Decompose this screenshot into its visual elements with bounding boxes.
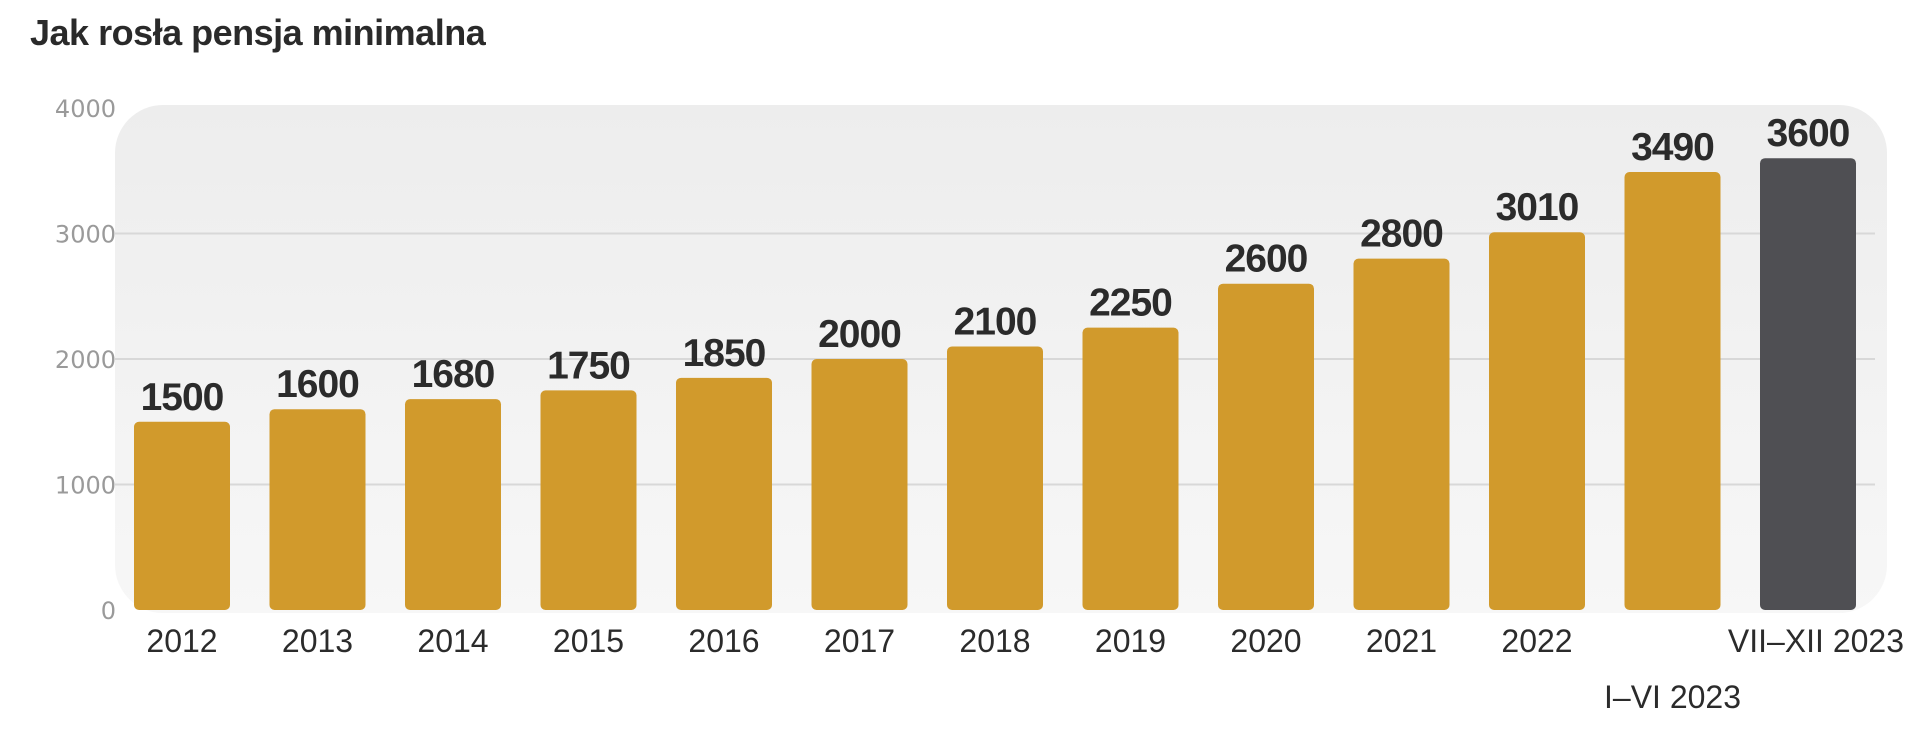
- bar: [1082, 327, 1179, 610]
- bar: [1624, 172, 1721, 610]
- x-tick-label: 2021: [1366, 623, 1437, 659]
- data-label: 3010: [1496, 186, 1579, 229]
- data-label: 2100: [954, 300, 1037, 343]
- x-tick-label: VII–XII 2023: [1728, 623, 1904, 659]
- y-tick-label: 4000: [55, 95, 116, 123]
- x-tick-label: 2018: [959, 623, 1030, 659]
- x-tick-label: 2016: [688, 623, 759, 659]
- x-tick-label: 2015: [553, 623, 624, 659]
- y-tick-label: 2000: [55, 346, 116, 374]
- y-tick-label: 0: [101, 597, 116, 625]
- y-tick-label: 3000: [55, 221, 116, 249]
- x-tick-label: 2017: [824, 623, 895, 659]
- bar: [540, 390, 637, 610]
- x-tick-label: 2013: [282, 623, 353, 659]
- bar: [1760, 158, 1856, 610]
- bar: [405, 399, 501, 610]
- x-tick-label: 2020: [1230, 623, 1301, 659]
- bar: [269, 409, 366, 610]
- chart-title: Jak rosła pensja minimalna: [30, 12, 486, 53]
- bar: [811, 359, 908, 610]
- data-label: 2800: [1360, 213, 1443, 256]
- x-tick-label: 2022: [1501, 623, 1572, 659]
- bars: [134, 158, 1856, 610]
- data-label: 2000: [818, 313, 901, 356]
- data-label: 1850: [683, 332, 766, 375]
- bar: [1353, 258, 1450, 610]
- x-tick-label: 2012: [146, 623, 217, 659]
- x-tick-label: 2014: [417, 623, 488, 659]
- data-label: 2250: [1089, 282, 1172, 325]
- data-label: 2600: [1225, 238, 1308, 281]
- data-label: 1680: [412, 353, 495, 396]
- x-tick-label: 2019: [1095, 623, 1166, 659]
- bar: [947, 346, 1043, 610]
- data-label: 1750: [547, 344, 630, 387]
- bar: [676, 377, 772, 610]
- bar: [134, 421, 230, 610]
- x-axis: 2012 2013 2014 2015 2016 2017 2018 2019 2020 2021…: [146, 623, 1904, 715]
- data-label: 3600: [1767, 112, 1850, 155]
- data-labels: 1500 1600 1680 1750 1850 2000 2100 2250 2600 2800…: [141, 112, 1851, 419]
- y-axis: 0 1000 2000 3000 4000: [55, 95, 116, 625]
- data-label: 1500: [141, 376, 224, 419]
- bar: [1218, 283, 1314, 610]
- y-tick-label: 1000: [55, 472, 116, 500]
- x-tick-label: I–VI 2023: [1604, 679, 1741, 715]
- data-label: 3490: [1631, 126, 1714, 169]
- bar: [1489, 232, 1585, 610]
- data-label: 1600: [276, 363, 359, 406]
